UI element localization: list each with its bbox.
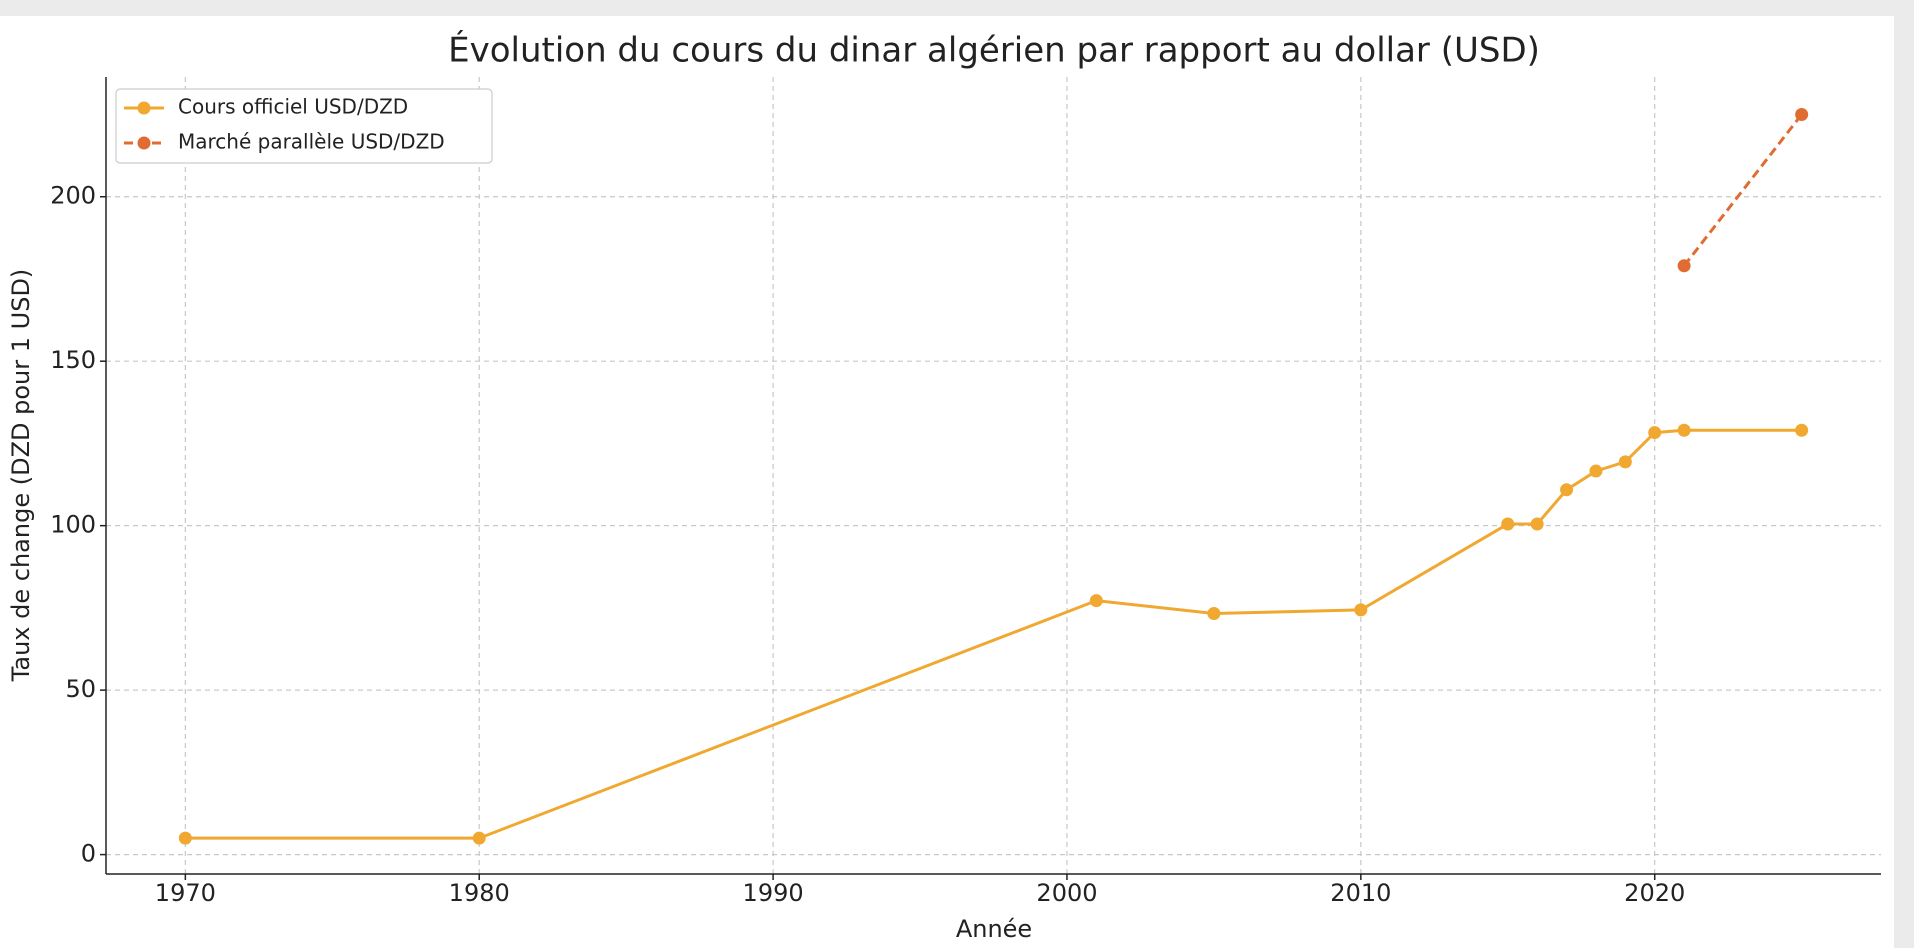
legend-box (115, 88, 493, 164)
legend-label: Cours officiel USD/DZD (178, 95, 408, 119)
data-point (1677, 259, 1691, 273)
y-tick-label: 0 (81, 840, 96, 868)
x-tick-label: 1980 (449, 879, 510, 907)
legend-label: Marché parallèle USD/DZD (178, 130, 445, 154)
y-tick-label: 50 (65, 675, 96, 703)
data-point (1795, 107, 1809, 121)
data-point (472, 831, 486, 845)
data-point (1501, 517, 1515, 531)
y-tick-label: 200 (50, 182, 96, 210)
data-point (1089, 594, 1103, 608)
data-point (1677, 423, 1691, 437)
data-point (1648, 426, 1662, 440)
x-tick-label: 2020 (1624, 879, 1685, 907)
data-point (1207, 606, 1221, 620)
legend-marker (137, 136, 151, 150)
data-point (1618, 455, 1632, 469)
y-axis-label: Taux de change (DZD pour 1 USD) (7, 269, 35, 683)
series-line (1682, 113, 1803, 267)
legend-marker (137, 101, 151, 115)
data-point (1530, 517, 1544, 531)
x-axis-label: Année (956, 915, 1032, 943)
data-point (1354, 603, 1368, 617)
x-tick-label: 1990 (743, 879, 804, 907)
x-tick-label: 2000 (1036, 879, 1097, 907)
y-tick-label: 150 (50, 346, 96, 374)
y-tick-label: 100 (50, 511, 96, 539)
data-point (1589, 464, 1603, 478)
chart-title: Évolution du cours du dinar algérien par… (448, 30, 1540, 71)
data-point (1560, 483, 1574, 497)
x-tick-label: 2010 (1330, 879, 1391, 907)
x-tick-label: 1970 (155, 879, 216, 907)
data-point (178, 831, 192, 845)
data-point (1795, 423, 1809, 437)
